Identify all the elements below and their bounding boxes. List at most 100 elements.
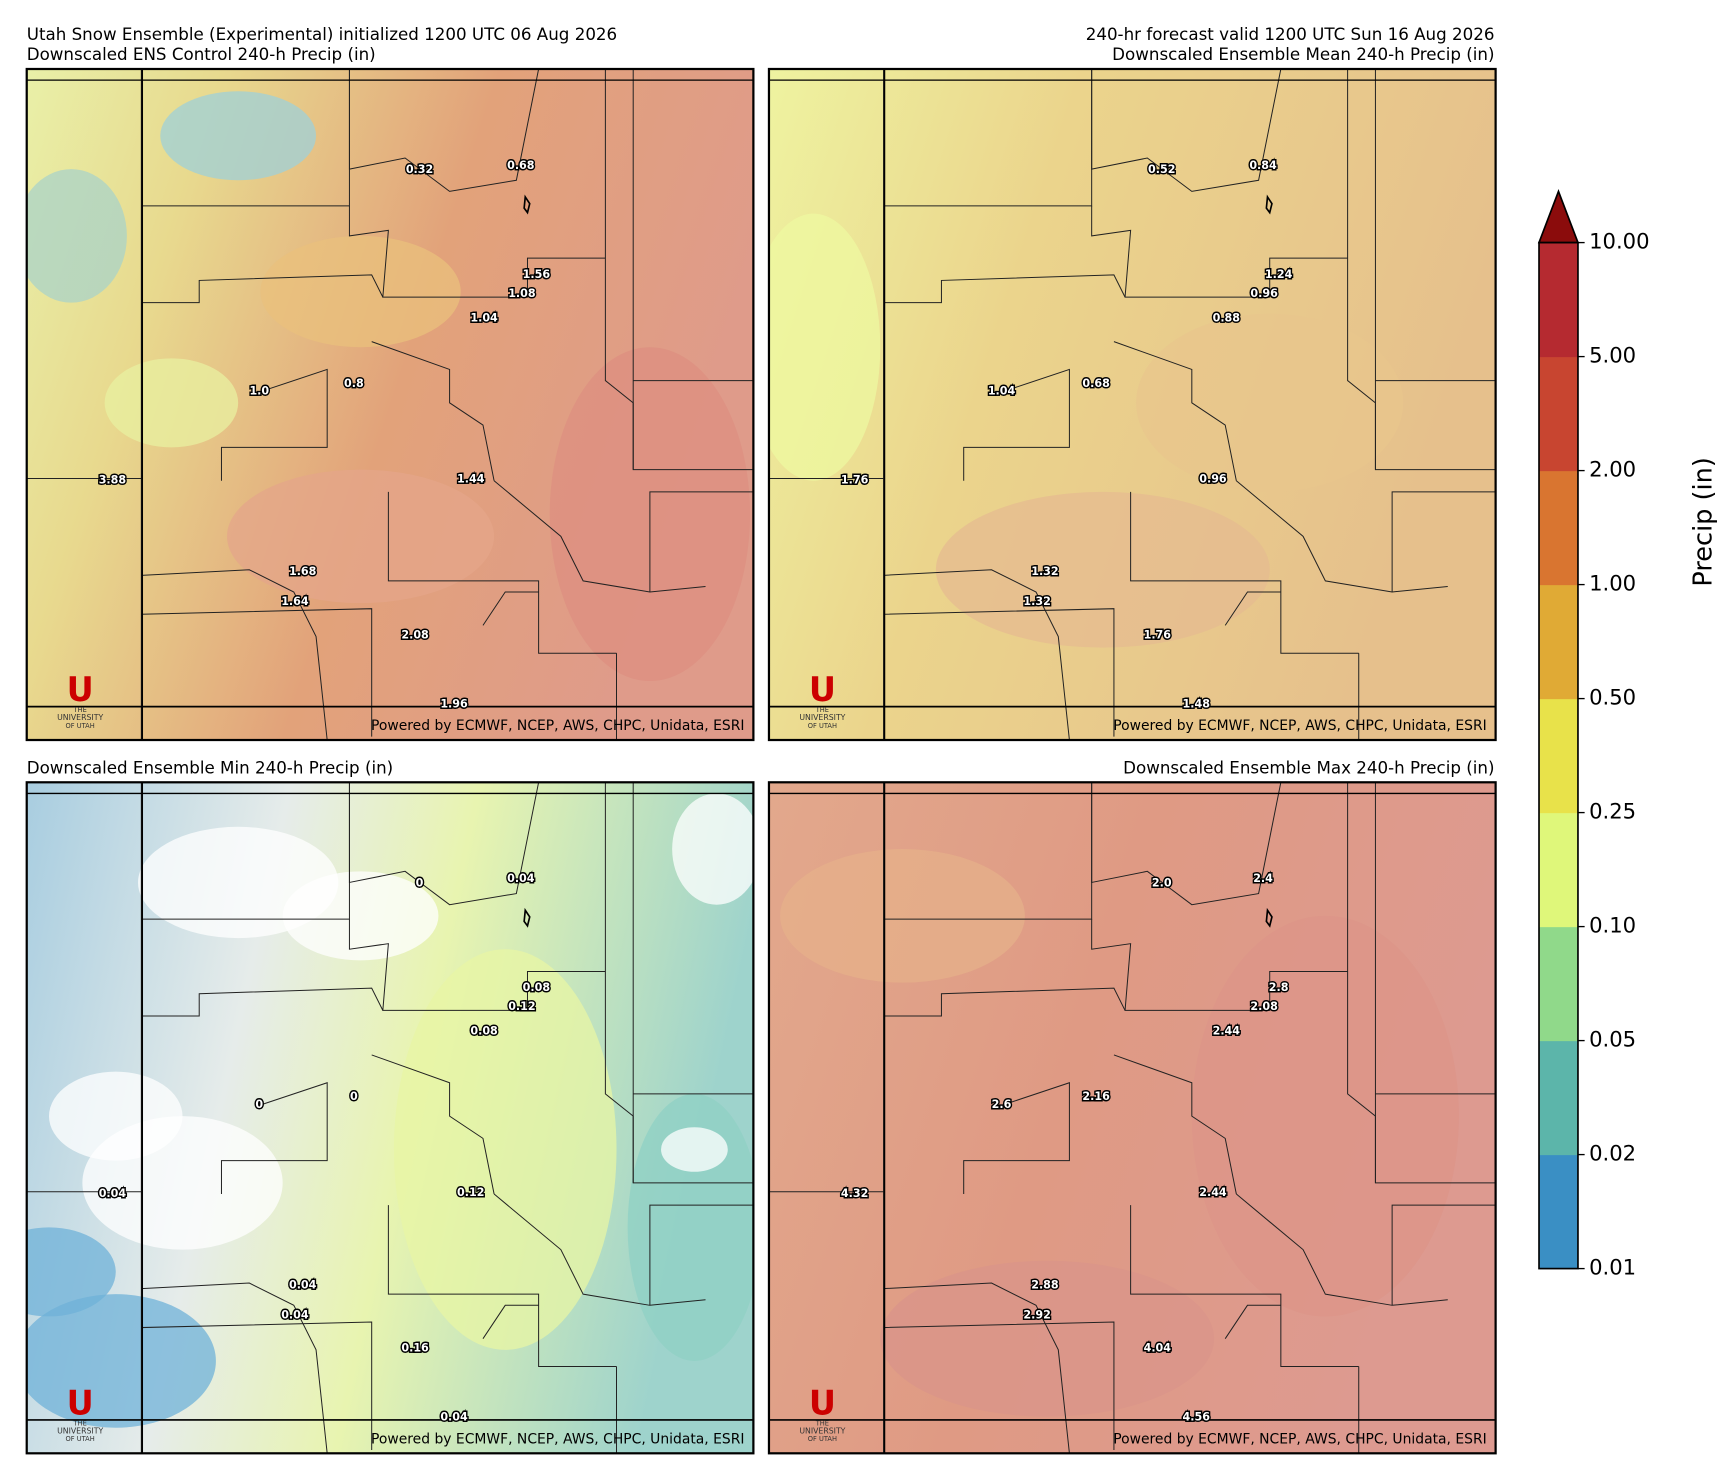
point-label: 2.08 xyxy=(401,628,429,641)
header-line: Downscaled Ensemble Mean 240-h Precip (i… xyxy=(1112,45,1494,64)
logo-text: UNIVERSITY xyxy=(799,1426,845,1435)
boundary xyxy=(649,1204,754,1306)
point-label: 0.12 xyxy=(508,1000,535,1013)
point-label: 1.04 xyxy=(470,311,498,324)
point-label: 0.04 xyxy=(507,872,535,885)
boundary xyxy=(387,491,617,654)
point-label: 2.0 xyxy=(1152,877,1172,890)
point-label: 1.56 xyxy=(523,268,551,281)
point-label: 0.04 xyxy=(440,1411,468,1424)
shade xyxy=(160,91,317,181)
shade xyxy=(48,1071,183,1161)
lake xyxy=(523,194,531,215)
header-line: Utah Snow Ensemble (Experimental) initia… xyxy=(27,25,617,44)
logo-text: UNIVERSITY xyxy=(57,1426,103,1435)
colorbar-tick-label: 0.02 xyxy=(1589,1141,1636,1166)
map-layer: 0 0.04 0.08 0.12 0.08 0 0 0.04 0.12 0.04 0.04 0.16 0… xyxy=(26,782,754,1454)
point-label: 0.08 xyxy=(470,1025,498,1038)
colorbar-tick-label: 0.50 xyxy=(1589,685,1636,710)
colorbar-segment xyxy=(1539,1040,1578,1156)
boundary xyxy=(1236,480,1448,593)
point-label: 4.32 xyxy=(841,1187,868,1200)
logo-mark: U xyxy=(809,1383,836,1422)
logo-mark: U xyxy=(809,670,836,709)
map-layer: 0.32 0.68 1.56 1.08 1.04 1.0 0.8 3.88 1.44 1.68 1.… xyxy=(26,68,754,741)
logo-text: UNIVERSITY xyxy=(799,713,845,722)
point-label: 2.08 xyxy=(1250,1000,1278,1013)
point-label: 2.44 xyxy=(1199,1186,1227,1199)
point-label: 1.76 xyxy=(841,474,869,487)
boundary xyxy=(883,274,1126,304)
shade xyxy=(260,235,461,348)
boundary xyxy=(1391,491,1496,593)
logo-text: THE xyxy=(73,706,87,714)
point-label: 0 xyxy=(350,1090,358,1103)
point-label: 2.6 xyxy=(992,1098,1012,1111)
point-label: 1.64 xyxy=(281,595,309,608)
shade xyxy=(880,1260,1215,1417)
lake xyxy=(1265,907,1273,928)
boundary xyxy=(1236,1193,1448,1306)
boundary xyxy=(1113,341,1237,481)
boundary xyxy=(883,569,1070,741)
panel-title: Downscaled Ensemble Min 240-h Precip (in… xyxy=(27,758,393,777)
boundary xyxy=(1375,782,1496,1095)
credit: Powered by ECMWF, NCEP, AWS, CHPC, Unida… xyxy=(371,1431,744,1447)
state-line xyxy=(883,68,886,741)
point-label: 2.16 xyxy=(1082,1090,1110,1103)
boundary xyxy=(141,1321,373,1450)
colorbar-tick-label: 0.01 xyxy=(1589,1255,1636,1280)
shade xyxy=(26,1294,216,1428)
colorbar-label: Precip (in) xyxy=(1688,457,1718,586)
boundary xyxy=(633,782,754,1095)
point-label: 2.92 xyxy=(1023,1308,1050,1321)
state-line xyxy=(141,782,144,1454)
point-label: 1.48 xyxy=(1183,697,1211,710)
boundary xyxy=(632,782,754,1184)
point-label: 1.0 xyxy=(249,385,269,398)
map-panel: 0.52 0.84 1.24 0.96 0.88 1.04 0.68 1.76 0.96 1.32… xyxy=(767,67,1497,742)
boundary xyxy=(371,341,495,481)
boundary xyxy=(1091,782,1282,906)
boundary xyxy=(220,368,328,481)
point-label: 2.88 xyxy=(1031,1278,1059,1291)
point-label: 0.32 xyxy=(406,163,433,176)
shade xyxy=(104,358,239,448)
point-label: 0 xyxy=(416,877,424,890)
lake xyxy=(523,907,531,928)
point-label: 1.04 xyxy=(988,385,1016,398)
boundary xyxy=(1224,1304,1281,1339)
colorbar-tick-label: 0.10 xyxy=(1589,913,1636,938)
colorbar-segment xyxy=(1539,1154,1578,1270)
colorbar-segment xyxy=(1539,356,1578,472)
point-label: 0.04 xyxy=(289,1278,317,1291)
point-label: 0.96 xyxy=(1199,473,1227,486)
credit: Powered by ECMWF, NCEP, AWS, CHPC, Unida… xyxy=(1113,1431,1486,1447)
point-label: 1.32 xyxy=(1031,565,1058,578)
shade xyxy=(26,1227,116,1317)
logo-text: UNIVERSITY xyxy=(57,713,103,722)
logo-text: THE xyxy=(815,706,829,714)
boundary xyxy=(1224,591,1281,626)
shade xyxy=(672,793,754,905)
boundary xyxy=(1113,1054,1237,1195)
point-label: 0.52 xyxy=(1148,163,1175,176)
point-label: 0.8 xyxy=(344,377,364,390)
shade xyxy=(393,949,617,1350)
boundary xyxy=(141,569,328,741)
point-label: 0.68 xyxy=(507,159,535,172)
logo-text: OF UTAH xyxy=(808,722,837,730)
boundary xyxy=(1375,68,1496,382)
boundary xyxy=(387,1205,617,1368)
colorbar-tick-label: 1.00 xyxy=(1589,571,1636,596)
shade xyxy=(780,849,1025,983)
panel-frame xyxy=(25,781,755,1455)
point-label: 0.88 xyxy=(1213,311,1241,324)
logo-text: OF UTAH xyxy=(66,1435,95,1443)
boundary xyxy=(1130,491,1359,654)
panel-frame xyxy=(25,67,755,742)
point-label: 1.08 xyxy=(508,287,536,300)
shade xyxy=(227,469,495,604)
colorbar-frame xyxy=(1538,241,1579,1270)
shade xyxy=(768,213,881,481)
